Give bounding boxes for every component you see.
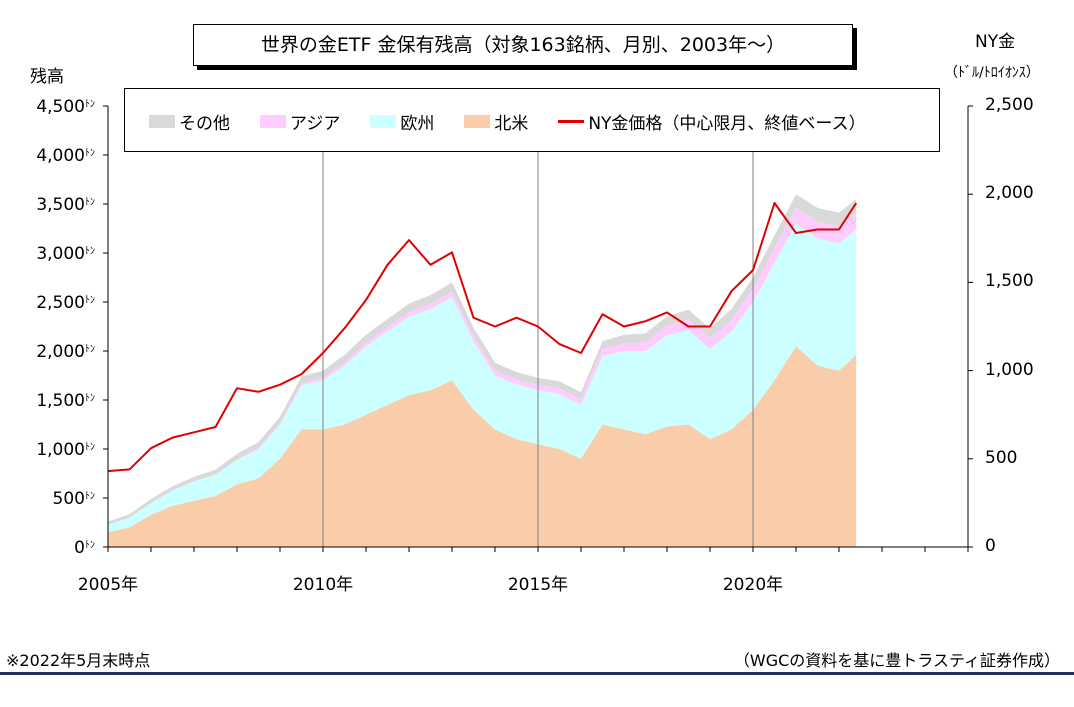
axes: [103, 105, 973, 552]
area-series-1: [108, 223, 857, 533]
legend-label: NY金価格（中心限月、終値ベース）: [588, 114, 866, 134]
legend-item-2: 欧州: [370, 109, 434, 134]
left-tick-unit: ﾄﾝ: [85, 393, 95, 404]
left-tick-label-8: 500ﾄﾝ: [5, 487, 95, 509]
left-tick-label-2: 3,500ﾄﾝ: [5, 193, 95, 215]
chart-title: 世界の金ETF 金保有残高（対象163銘柄、月別、2003年～）: [193, 24, 853, 66]
right-tick-label-3: 1,000: [985, 359, 1034, 380]
price-line: [107, 202, 858, 473]
right-tick-label-1: 2,000: [985, 183, 1034, 204]
left-tick-label-6: 1,500ﾄﾝ: [5, 389, 95, 411]
left-tick-unit: ﾄﾝ: [85, 540, 95, 551]
footnote-source: （WGCの資料を基に豊トラスティ証券作成）: [733, 651, 1060, 670]
vertical-reference-lines: [322, 149, 754, 547]
legend-item-4: NY金価格（中心限月、終値ベース）: [558, 109, 866, 134]
legend-item-1: アジア: [260, 109, 340, 134]
left-tick-value: 1,500: [36, 391, 85, 411]
x-tick-label-3: 2020年: [722, 575, 784, 595]
left-tick-value: 2,500: [36, 293, 85, 313]
legend-swatch: [149, 115, 175, 128]
left-tick-label-4: 2,500ﾄﾝ: [5, 291, 95, 313]
left-tick-value: 4,500: [36, 97, 85, 117]
legend-item-0: その他: [149, 109, 230, 134]
bottom-divider: [0, 672, 1074, 675]
left-tick-unit: ﾄﾝ: [85, 246, 95, 257]
right-axis-unit: （ﾄﾞﾙ/ﾄﾛｲｵﾝｽ）: [944, 65, 1040, 81]
legend-label: 欧州: [400, 114, 435, 134]
footnote-date: ※2022年5月末時点: [6, 651, 151, 670]
legend-swatch: [260, 115, 286, 128]
price-line-group: [107, 202, 858, 473]
left-tick-value: 3,000: [36, 244, 85, 264]
left-tick-unit: ﾄﾝ: [85, 442, 95, 453]
legend: その他 アジア 欧州 北米 NY金価格（中心限月、終値ベース）: [124, 88, 940, 152]
left-tick-label-1: 4,000ﾄﾝ: [5, 144, 95, 166]
right-tick-label-4: 500: [985, 447, 1018, 468]
left-tick-label-9: 0ﾄﾝ: [5, 536, 95, 558]
x-tick-label-2: 2015年: [507, 575, 569, 595]
legend-label: 北米: [494, 114, 529, 134]
left-tick-unit: ﾄﾝ: [85, 99, 95, 110]
legend-item-3: 北米: [464, 109, 528, 134]
right-axis-label: NY金: [975, 32, 1016, 52]
right-tick-label-5: 0: [985, 536, 996, 556]
left-tick-value: 500: [52, 489, 85, 509]
left-tick-label-0: 4,500ﾄﾝ: [5, 95, 95, 117]
x-tick-label-0: 2005年: [77, 575, 139, 595]
stacked-areas: [108, 194, 857, 547]
left-tick-value: 3,500: [36, 195, 85, 215]
left-tick-unit: ﾄﾝ: [85, 148, 95, 159]
area-series-0: [108, 346, 857, 547]
left-tick-value: 0: [74, 538, 85, 558]
area-series-3: [108, 194, 857, 525]
left-tick-label-3: 3,000ﾄﾝ: [5, 242, 95, 264]
legend-swatch: [370, 115, 397, 128]
legend-swatch: [464, 115, 491, 128]
left-axis-label: 残高: [30, 67, 64, 87]
left-tick-value: 1,000: [36, 440, 85, 460]
left-tick-value: 4,000: [36, 146, 85, 166]
x-tick-label-1: 2010年: [292, 575, 354, 595]
left-tick-label-7: 1,000ﾄﾝ: [5, 438, 95, 460]
right-tick-label-0: 2,500: [985, 95, 1034, 115]
left-tick-label-5: 2,000ﾄﾝ: [5, 340, 95, 362]
left-tick-value: 2,000: [36, 342, 85, 362]
area-series-2: [108, 207, 857, 525]
right-tick-label-2: 1,500: [985, 271, 1034, 292]
left-tick-unit: ﾄﾝ: [85, 491, 95, 502]
legend-swatch: [558, 120, 585, 123]
legend-label: アジア: [290, 114, 341, 134]
left-tick-unit: ﾄﾝ: [85, 197, 95, 208]
left-tick-unit: ﾄﾝ: [85, 344, 95, 355]
legend-label: その他: [179, 114, 230, 134]
left-tick-unit: ﾄﾝ: [85, 295, 95, 306]
legend-items: その他 アジア 欧州 北米 NY金価格（中心限月、終値ベース）: [149, 109, 896, 134]
